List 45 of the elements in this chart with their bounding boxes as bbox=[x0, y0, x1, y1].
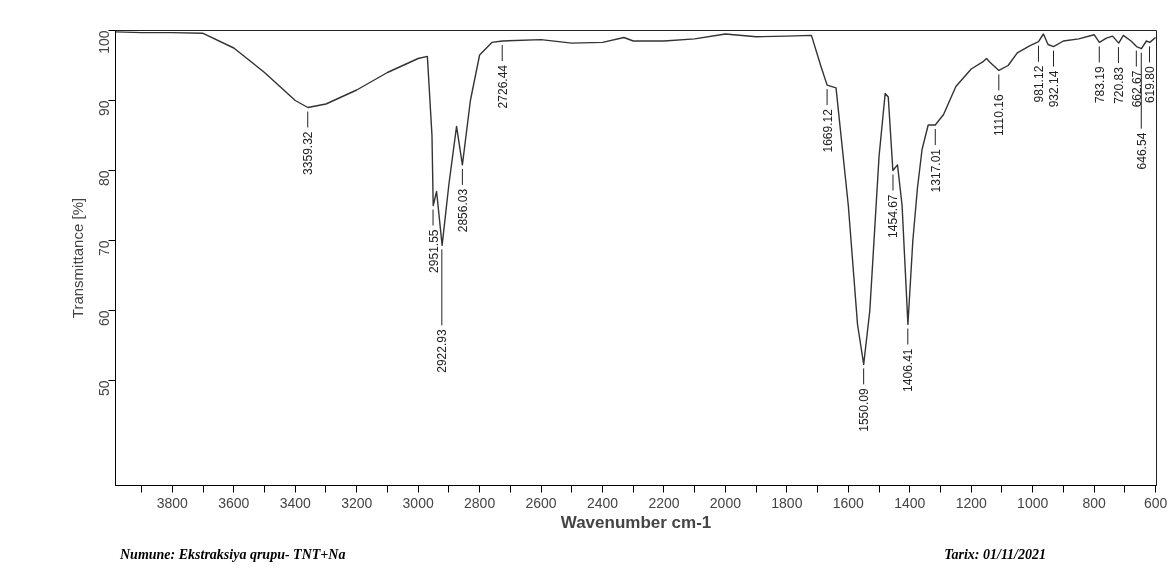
x-tick-label: 1000 bbox=[1017, 494, 1049, 511]
y-axis-title: Transmittance [%] bbox=[68, 197, 86, 319]
text: Numune: Ekstraksiya qrupu- TNT+Na bbox=[120, 546, 346, 564]
x-axis-title: Wavenumber cm-1 bbox=[560, 512, 712, 532]
x-tick-label: 1400 bbox=[894, 494, 926, 511]
annotation: 662.67 bbox=[1129, 70, 1144, 108]
annotation: 1110.16 bbox=[992, 94, 1007, 136]
x-tick-label: 3600 bbox=[218, 494, 250, 511]
annotation: 720.83 bbox=[1111, 66, 1126, 104]
y-tick-label: 100 bbox=[95, 30, 112, 54]
annotation: 2951.55 bbox=[426, 229, 441, 273]
text: Tarix: 01/11/2021 bbox=[944, 546, 1046, 564]
annotation: 646.54 bbox=[1134, 132, 1149, 170]
y-tick-label: 70 bbox=[95, 240, 112, 257]
x-tick-label: 1200 bbox=[955, 494, 988, 511]
x-tick-label: 2800 bbox=[464, 494, 496, 511]
x-tick-label: 1600 bbox=[832, 494, 865, 511]
x-tick-label: 2600 bbox=[525, 494, 557, 511]
annotation: 932.14 bbox=[1047, 70, 1062, 108]
annotation: 783.19 bbox=[1092, 66, 1107, 104]
annotation: 619.80 bbox=[1142, 66, 1157, 104]
x-tick-label: 1800 bbox=[771, 494, 803, 511]
annotation: 981.12 bbox=[1031, 65, 1046, 103]
y-tick-label: 90 bbox=[95, 100, 112, 117]
x-tick-label: 3000 bbox=[402, 494, 434, 511]
annotation: 1406.41 bbox=[901, 348, 916, 392]
x-tick-label: 600 bbox=[1143, 494, 1168, 511]
x-tick-label: 2400 bbox=[586, 494, 619, 511]
y-tick-label: 50 bbox=[95, 380, 112, 397]
annotation: 1550.09 bbox=[857, 388, 872, 432]
x-tick-label: 2000 bbox=[709, 494, 742, 511]
annotation: 3359.32 bbox=[301, 131, 316, 175]
x-tick-label: 3200 bbox=[341, 494, 373, 511]
annotation: 2726.44 bbox=[495, 64, 510, 109]
x-tick-label: 3400 bbox=[279, 494, 312, 511]
x-tick-label: 800 bbox=[1082, 494, 1107, 511]
annotation: 1317.01 bbox=[928, 148, 943, 193]
annotation: 2856.03 bbox=[455, 188, 470, 233]
annotation: 1454.67 bbox=[886, 194, 901, 238]
y-tick-label: 80 bbox=[95, 170, 112, 187]
annotation: 1669.12 bbox=[820, 108, 835, 153]
annotation: 2922.93 bbox=[435, 329, 450, 373]
y-tick-label: 60 bbox=[95, 310, 112, 327]
x-tick-label: 3800 bbox=[156, 494, 189, 511]
x-tick-label: 2200 bbox=[648, 494, 680, 511]
